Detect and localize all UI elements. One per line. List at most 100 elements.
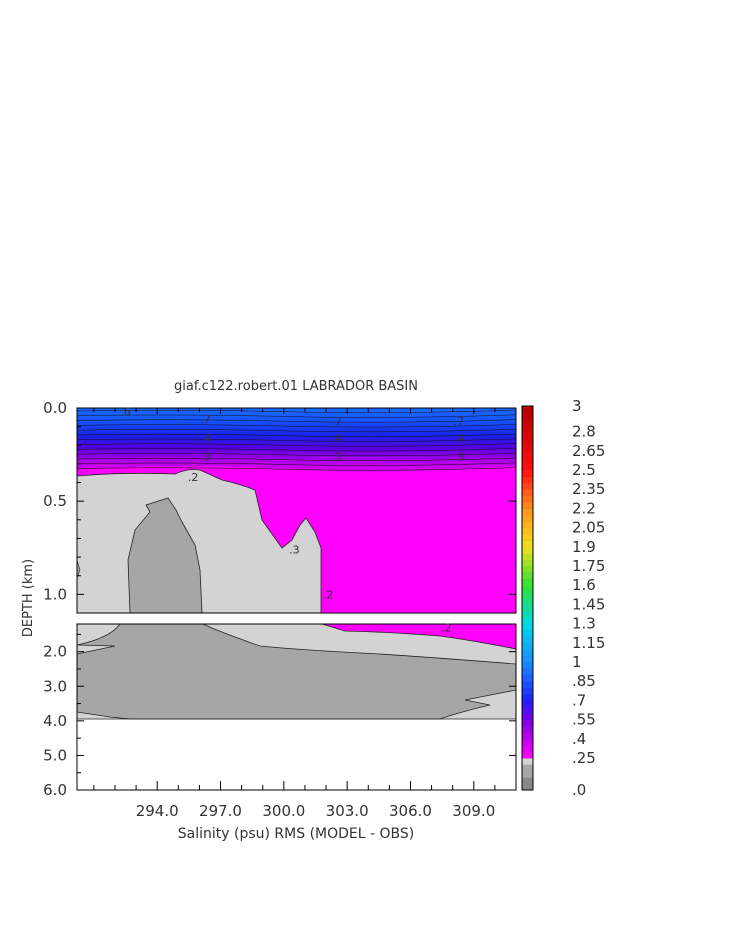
colorbar-tick-label: 1 xyxy=(572,653,582,671)
contour-label: .4 xyxy=(331,432,342,445)
colorbar-band xyxy=(522,706,533,714)
colorbar-tick-label: 1.6 xyxy=(572,576,596,594)
upper-contour-lines xyxy=(77,409,516,471)
y-axis-upper: 0.0 0.5 1.0 xyxy=(43,399,516,614)
colorbar-band xyxy=(522,764,533,772)
colorbar-frame xyxy=(521,405,534,791)
y-tick-label: 0.5 xyxy=(43,492,67,510)
colorbar-band xyxy=(522,444,533,452)
colorbar-band xyxy=(522,566,533,573)
colorbar-band xyxy=(522,687,533,695)
upper-left-edge-region xyxy=(77,559,81,579)
colorbar-band xyxy=(522,418,533,426)
x-tick-label: 294.0 xyxy=(136,802,179,820)
y-tick-label: 2.0 xyxy=(43,643,67,661)
colorbar-tick-label: .4 xyxy=(572,730,586,748)
colorbar-band xyxy=(522,700,533,708)
colorbar-band xyxy=(522,642,533,650)
colorbar-band xyxy=(522,777,533,784)
colorbar-band xyxy=(522,681,533,688)
contour-label: .4 xyxy=(454,432,465,445)
colorbar-tick-label: 2.5 xyxy=(572,461,596,479)
upper-panel-frame xyxy=(76,407,517,614)
colorbar-band xyxy=(522,604,533,612)
colorbar-tick-label: .7 xyxy=(572,691,586,709)
contour-label: .3 xyxy=(454,451,465,464)
colorbar-band xyxy=(522,674,533,682)
x-tick-label: 303.0 xyxy=(326,802,369,820)
y-tick-label: 4.0 xyxy=(43,712,67,730)
colorbar-tick-label: 2.2 xyxy=(572,499,596,517)
x-tick-label: 309.0 xyxy=(452,802,495,820)
colorbar-band xyxy=(522,623,533,631)
colorbar-tick-label: 1.9 xyxy=(572,538,596,556)
colorbar-labels: 32.82.652.52.352.22.051.91.751.61.451.31… xyxy=(572,397,605,799)
contour-line xyxy=(77,409,516,413)
colorbar-band xyxy=(522,546,533,554)
colorbar-band xyxy=(522,719,533,727)
contour-line xyxy=(77,462,516,466)
colorbar-band xyxy=(522,482,533,490)
colorbar-band xyxy=(522,726,533,733)
contour-line xyxy=(77,438,516,442)
contour-line xyxy=(77,419,516,423)
upper-dark-gray-region xyxy=(127,497,203,613)
colorbar-band xyxy=(522,463,533,471)
contour-labels: .2.2.2.3.6.7.7.7.4.4.4.3.3.3 xyxy=(120,406,464,635)
contour-label: .7 xyxy=(200,413,211,426)
colorbar-band xyxy=(522,431,533,439)
upper-panel-fills xyxy=(77,408,516,613)
colorbar-band xyxy=(522,578,533,586)
x-tick-label: 297.0 xyxy=(199,802,242,820)
y-tick-label: 5.0 xyxy=(43,746,67,764)
contour-label: .2 xyxy=(323,588,334,601)
colorbar-tick-label: .0 xyxy=(572,781,586,799)
colorbar-band xyxy=(522,470,533,477)
y-axis-lower: 2.0 3.0 4.0 5.0 6.0 xyxy=(43,633,516,799)
colorbar-band xyxy=(522,540,533,548)
colorbar-tick-label: 2.05 xyxy=(572,519,605,537)
colorbar-band xyxy=(522,508,533,516)
colorbar-band xyxy=(522,527,533,535)
contour-label: .3 xyxy=(331,451,342,464)
colorbar-band xyxy=(522,450,533,458)
x-axis: 294.0 297.0 300.0 303.0 306.0 309.0 xyxy=(93,408,496,820)
colorbar-tick-label: .25 xyxy=(572,749,596,767)
contour-line xyxy=(77,457,516,461)
colorbar-band xyxy=(522,489,533,496)
colorbar-band xyxy=(522,655,533,663)
colorbar-band xyxy=(522,585,533,592)
colorbar xyxy=(521,405,534,791)
colorbar-band xyxy=(522,438,533,445)
colorbar-band xyxy=(522,745,533,752)
colorbar-band xyxy=(522,457,533,464)
colorbar-band xyxy=(522,713,533,720)
contour-label: .3 xyxy=(200,451,211,464)
colorbar-band xyxy=(522,738,533,746)
colorbar-band xyxy=(522,572,533,580)
colorbar-band xyxy=(522,476,533,484)
colorbar-band xyxy=(522,610,533,618)
contour-label: .3 xyxy=(289,544,300,557)
colorbar-band xyxy=(522,751,533,759)
colorbar-band xyxy=(522,559,533,567)
contour-label: .2 xyxy=(188,471,199,484)
colorbar-band xyxy=(522,495,533,503)
x-tick-label: 300.0 xyxy=(262,802,305,820)
colorbar-band xyxy=(522,783,533,791)
contour-label: .7 xyxy=(331,415,342,428)
contour-line xyxy=(77,448,516,452)
colorbar-band xyxy=(522,732,533,740)
colorbar-tick-label: .85 xyxy=(572,672,596,690)
colorbar-band xyxy=(522,668,533,676)
colorbar-band xyxy=(522,758,533,765)
colorbar-band xyxy=(522,694,533,701)
colorbar-tick-label: 2.35 xyxy=(572,480,605,498)
chart-title: giaf.c122.robert.01 LABRADOR BASIN xyxy=(174,379,418,394)
x-tick-label: 306.0 xyxy=(389,802,432,820)
colorbar-band xyxy=(522,521,533,528)
contour-line xyxy=(77,433,516,437)
colorbar-band xyxy=(522,553,533,560)
